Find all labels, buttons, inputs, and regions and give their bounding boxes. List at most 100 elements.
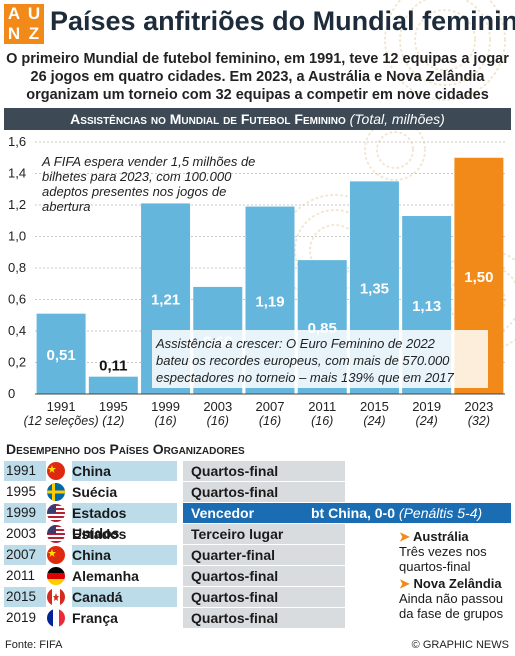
performance-title: Desempenho dos Países Organizadores <box>6 441 245 457</box>
germany-flag-icon <box>47 567 65 585</box>
euro-annotation-bg <box>152 330 488 388</box>
y-tick-label: 0 <box>8 386 15 401</box>
bar-value-label: 1,35 <box>360 281 389 298</box>
table-row: 1991 China Quartos-final <box>4 461 514 481</box>
x-tick-label: 2023 <box>464 399 493 414</box>
china-flag-icon <box>47 462 65 480</box>
row-year: 2011 <box>6 568 36 583</box>
bar-value-label: 1,21 <box>151 292 180 309</box>
arrow-icon: ➤ <box>399 529 414 544</box>
row-country: Canadá <box>72 587 177 607</box>
arrow-icon: ➤ <box>399 576 414 591</box>
row-country: China <box>72 545 177 565</box>
row-year: 2015 <box>4 587 46 607</box>
chart-title-bar: Assistências no Mundial de Futebol Femin… <box>4 108 511 130</box>
y-tick-label: 1,4 <box>8 166 26 181</box>
host-note: Ainda não passou da fase de grupos <box>399 591 504 621</box>
x-tick-label: 2019 <box>412 399 441 414</box>
y-tick-label: 0,2 <box>8 355 26 370</box>
y-tick-label: 0,6 <box>8 292 26 307</box>
usa-flag-icon <box>47 504 65 522</box>
row-result: Quarter-final <box>183 545 345 565</box>
bar <box>88 376 138 394</box>
row-result: Terceiro lugar <box>183 524 345 544</box>
row-result: Quartos-final <box>183 482 345 502</box>
canada-flag-icon <box>47 588 65 606</box>
table-row: 2019 França Quartos-final <box>4 608 514 628</box>
team-count-label: (24) <box>363 414 385 428</box>
team-count-label: (12 seleções) <box>24 414 99 428</box>
host-note: Três vezes nos quartos-final <box>399 544 487 574</box>
x-tick-label: 2007 <box>256 399 285 414</box>
attendance-bar-chart: 0 0,2 0,4 0,6 0,8 1,0 1,2 1,4 1,6 0,51 1991(12 sel… <box>8 134 505 428</box>
fifa-annotation-line: A FIFA espera vender 1,5 milhões de <box>41 154 255 169</box>
team-count-label: (16) <box>207 414 229 428</box>
logo-letter: U <box>27 4 41 23</box>
sweden-flag-icon <box>47 483 65 501</box>
table-row: 1995 Suécia Quartos-final <box>4 482 514 502</box>
logo-letter: N <box>7 24 21 43</box>
france-flag-icon <box>47 609 65 627</box>
page-title: Países anfitriões do Mundial feminino <box>50 6 515 36</box>
row-country: França <box>72 610 118 626</box>
table-row: 1999 Estados Unidos Vencedor bt China, 0-0 … <box>4 503 514 541</box>
team-count-label: (12) <box>102 414 124 428</box>
row-result: Vencedor bt China, 0-0 (Penáltis 5-4) <box>183 503 511 523</box>
row-year: 1995 <box>6 484 37 499</box>
row-year: 2019 <box>6 610 37 625</box>
row-result: Quartos-final <box>183 566 345 586</box>
y-tick-label: 1,6 <box>8 134 26 149</box>
row-country: Estados Unidos <box>72 503 177 541</box>
logo-letter: Z <box>28 24 40 43</box>
fifa-annotation-line: abertura <box>42 199 90 214</box>
row-year: 1991 <box>4 461 46 481</box>
team-count-label: (16) <box>259 414 281 428</box>
result-note: (Penáltis 5-4) <box>398 505 483 521</box>
team-count-label: (24) <box>416 414 438 428</box>
bar-value-label: 0,11 <box>99 358 127 375</box>
fifa-annotation-line: bilhetes para 2023, com 100.000 <box>42 169 232 184</box>
x-tick-label: 2011 <box>308 399 336 414</box>
x-tick-label: 1995 <box>99 399 128 414</box>
team-count-label: (16) <box>154 414 176 428</box>
table-row: 2011 Alemanha Quartos-final <box>4 566 514 586</box>
row-country: China <box>72 461 177 481</box>
result-detail: bt China, 0-0 (Penáltis 5-4) <box>311 505 483 521</box>
team-count-label: (32) <box>468 414 490 428</box>
row-country: Suécia <box>72 484 118 500</box>
header: A U N Z Países anfitriões do Mundial fem… <box>4 4 515 44</box>
row-year: 2007 <box>4 545 46 565</box>
bar-value-label: 1,13 <box>412 298 441 315</box>
euro-annotation-line: espectadores no torneio – mais 139% que … <box>156 370 455 385</box>
row-year: 2003 <box>6 526 37 541</box>
y-tick-label: 1,0 <box>8 229 26 244</box>
intro-text: O primeiro Mundial de futebol feminino, … <box>6 51 509 103</box>
bar-value-label: 1,19 <box>255 293 284 310</box>
y-tick-label: 0,8 <box>8 260 26 275</box>
host-name: Austrália <box>413 529 469 544</box>
euro-annotation-line: bateu os recordes europeus, com mais de … <box>156 353 450 368</box>
usa-flag-icon <box>47 525 65 543</box>
source-note: Fonte: FIFA <box>5 639 63 651</box>
chart-title: Assistências no Mundial de Futebol Femin… <box>70 111 346 127</box>
china-flag-icon <box>47 546 65 564</box>
aunz-logo: A U N Z <box>4 4 44 44</box>
y-tick-label: 1,2 <box>8 197 26 212</box>
table-row: 2007 China Quarter-final <box>4 545 514 565</box>
row-result: Quartos-final <box>183 461 345 481</box>
row-country: Alemanha <box>72 568 139 584</box>
x-tick-label: 1991 <box>47 399 76 414</box>
result-label: Vencedor <box>191 505 255 521</box>
team-count-label: (16) <box>311 414 333 428</box>
euro-annotation-line: Assistência a crescer: O Euro Feminino d… <box>155 336 436 351</box>
x-tick-label: 2015 <box>360 399 389 414</box>
host-name: Nova Zelândia <box>413 576 502 591</box>
row-year: 1999 <box>4 503 46 523</box>
row-result: Quartos-final <box>183 608 345 628</box>
x-tick-label: 2003 <box>203 399 232 414</box>
fifa-annotation-line: adeptos presentes nos jogos de <box>42 184 226 199</box>
x-tick-label: 1999 <box>151 399 180 414</box>
bar-value-label: 1,50 <box>464 269 493 286</box>
row-result: Quartos-final <box>183 587 345 607</box>
chart-subtitle: (Total, milhões) <box>349 111 445 127</box>
